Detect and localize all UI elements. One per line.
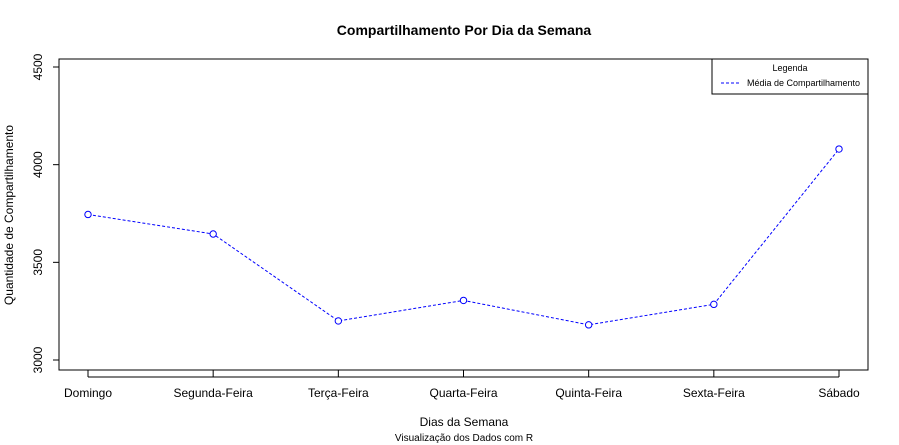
x-tick-label: Quarta-Feira	[429, 386, 497, 400]
legend-entry-label: Média de Compartilhamento	[747, 78, 860, 88]
legend-title: Legenda	[772, 63, 807, 73]
series-group	[84, 145, 843, 329]
chart-title: Compartilhamento Por Dia da Semana	[337, 22, 592, 38]
data-point	[835, 145, 843, 153]
x-tick-label: Terça-Feira	[308, 386, 369, 400]
y-tick-label: 4500	[31, 53, 45, 80]
y-tick-label: 3500	[31, 249, 45, 276]
y-axis: 3000 3500 4000 4500	[31, 53, 60, 373]
data-point	[334, 317, 343, 325]
legend-box	[711, 58, 869, 95]
legend: Legenda Média de Compartilhamento	[711, 58, 869, 95]
y-axis-label: Quantidade de Compartilhamento	[2, 125, 16, 305]
y-tick-label: 3000	[31, 346, 45, 373]
x-axis: Domingo Segunda-Feira Terça-Feira Quarta-Fe…	[64, 370, 860, 400]
data-point	[584, 321, 593, 329]
x-tick-label: Segunda-Feira	[173, 386, 253, 400]
x-tick-label: Domingo	[64, 386, 112, 400]
data-point	[209, 230, 217, 238]
chart-subtitle: Visualização dos Dados com R	[395, 433, 533, 444]
x-tick-label: Quinta-Feira	[555, 386, 622, 400]
data-point	[710, 300, 718, 309]
x-axis-label: Dias da Semana	[420, 415, 509, 429]
data-point	[459, 296, 468, 305]
x-tick-label: Sexta-Feira	[683, 386, 745, 400]
y-tick-label: 4000	[31, 151, 45, 178]
data-point	[84, 210, 92, 219]
x-tick-label: Sábado	[818, 386, 860, 400]
plot-frame	[58, 58, 869, 371]
